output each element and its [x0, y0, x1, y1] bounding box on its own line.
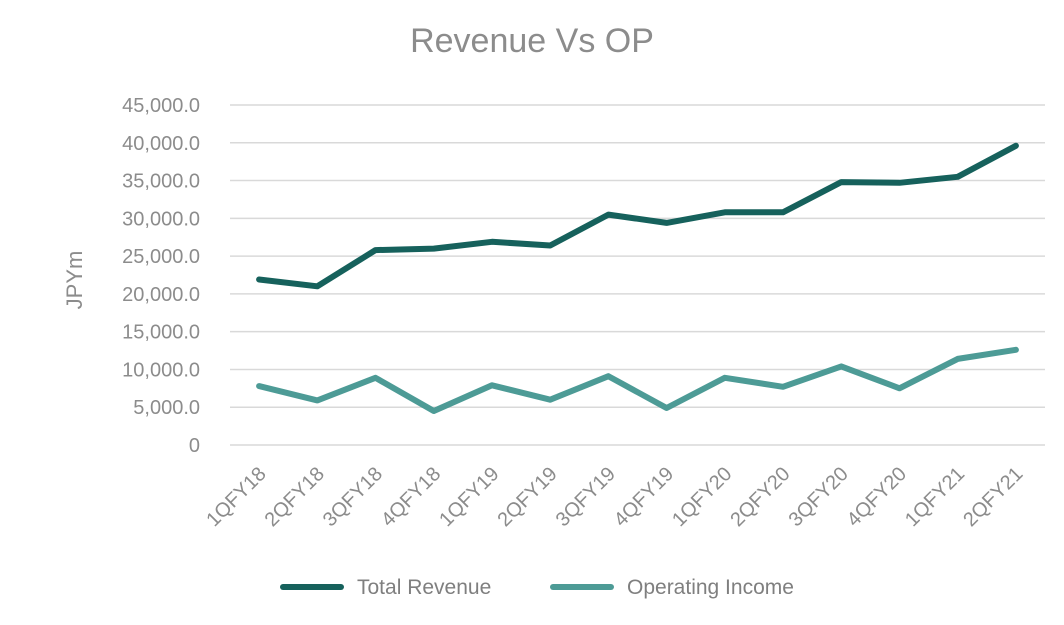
x-tick-label: 2QFY20	[726, 463, 794, 531]
x-tick-label: 4QFY20	[843, 463, 911, 531]
x-tick-label: 1QFY19	[435, 463, 503, 531]
legend-label: Operating Income	[627, 576, 794, 599]
y-tick-label: 25,000.0	[122, 246, 200, 268]
legend-item: Operating Income	[550, 576, 794, 599]
y-axis-ticks: 0 5,000.0 10,000.0 15,000.0 20,000.0 25,000.0…	[122, 95, 200, 457]
series-line-operating-income	[256, 346, 1019, 414]
y-tick-label: 20,000.0	[122, 284, 200, 306]
y-tick-label: 35,000.0	[122, 171, 200, 193]
x-tick-label: 1QFY21	[901, 463, 969, 531]
y-tick-label: 45,000.0	[122, 95, 200, 117]
y-tick-label: 30,000.0	[122, 208, 200, 230]
y-tick-label: 15,000.0	[122, 322, 200, 344]
y-tick-label: 40,000.0	[122, 133, 200, 155]
series-line-total-revenue	[256, 142, 1019, 290]
y-axis-label: JPYm	[62, 251, 87, 310]
legend-label: Total Revenue	[357, 576, 491, 599]
series-lines	[256, 142, 1019, 414]
legend: Total Revenue Operating Income	[280, 576, 794, 599]
x-tick-label: 3QFY20	[785, 463, 853, 531]
x-tick-label: 3QFY19	[552, 463, 620, 531]
y-tick-label: 10,000.0	[122, 359, 200, 381]
x-tick-label: 4QFY18	[377, 463, 445, 531]
x-tick-label: 3QFY18	[319, 463, 387, 531]
x-axis-ticks: 1QFY182QFY183QFY184QFY181QFY192QFY193QFY…	[202, 463, 1027, 531]
legend-item: Total Revenue	[280, 576, 491, 599]
chart-title: Revenue Vs OP	[410, 22, 654, 60]
y-tick-label: 5,000.0	[133, 397, 200, 419]
x-tick-label: 2QFY21	[959, 463, 1027, 531]
x-tick-label: 1QFY20	[668, 463, 736, 531]
y-tick-label: 0	[189, 435, 200, 457]
x-tick-label: 2QFY19	[493, 463, 561, 531]
x-tick-label: 2QFY18	[261, 463, 329, 531]
x-tick-label: 1QFY18	[202, 463, 270, 531]
x-tick-label: 4QFY19	[610, 463, 678, 531]
gridlines	[230, 104, 1045, 446]
